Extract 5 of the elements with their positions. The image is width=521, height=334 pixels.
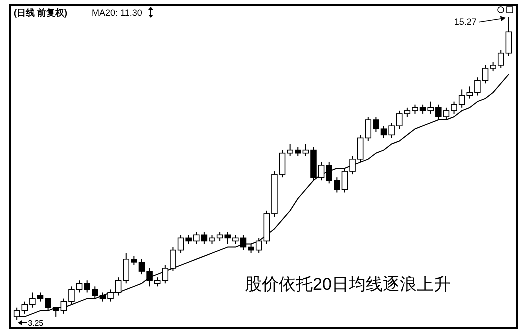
annotation: 股价依托20日均线逐浪上升 xyxy=(245,275,451,294)
annotation: 3.25 xyxy=(28,319,44,328)
chart-title: (日线 前复权) xyxy=(14,8,68,18)
annotation: 15.27 xyxy=(454,17,477,27)
annotation: MA20: 11.30 xyxy=(92,8,142,18)
